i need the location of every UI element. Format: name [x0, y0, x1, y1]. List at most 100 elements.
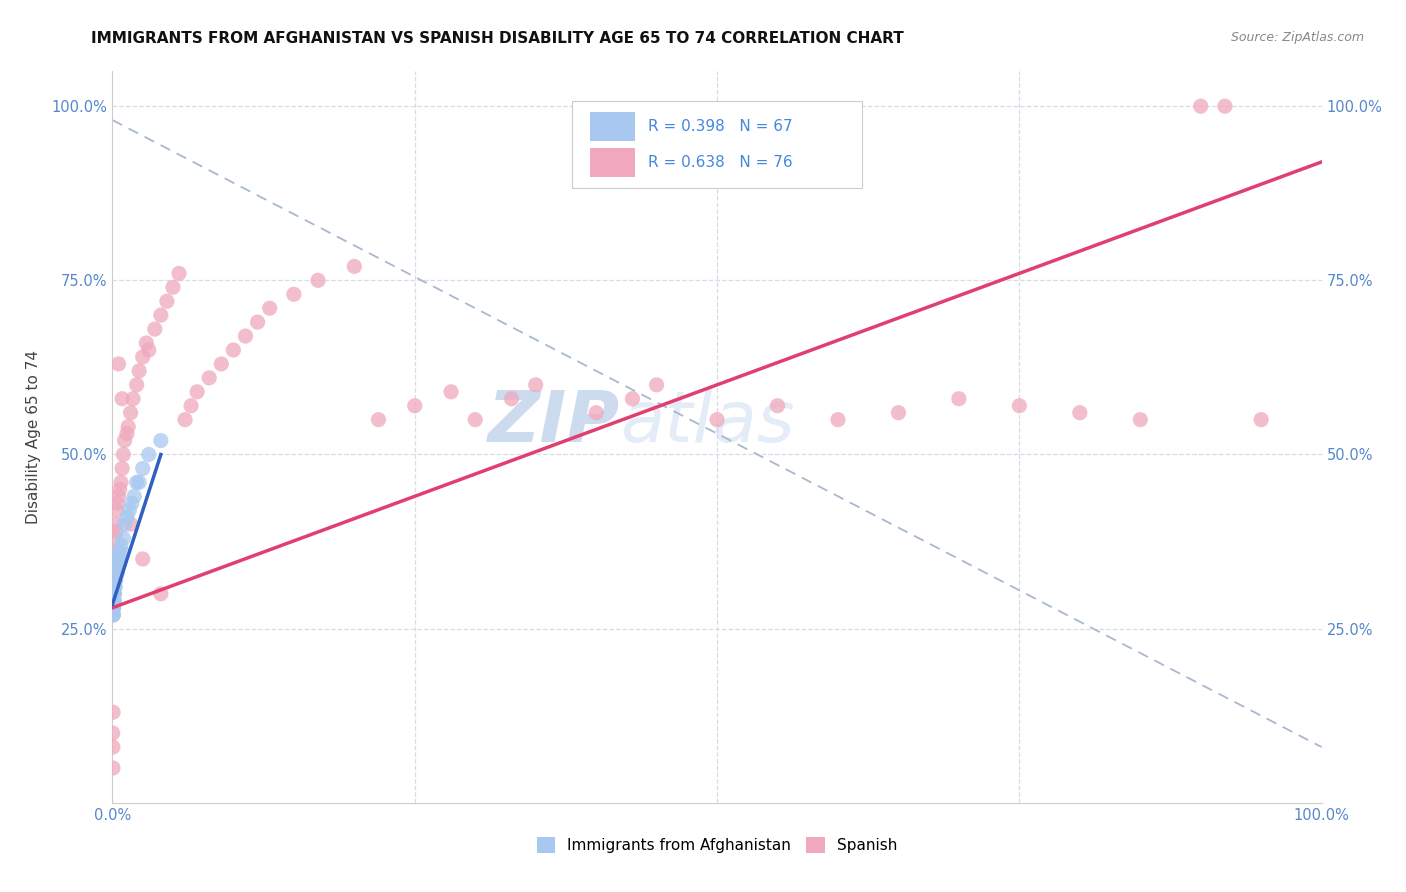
Legend: Immigrants from Afghanistan, Spanish: Immigrants from Afghanistan, Spanish	[529, 830, 905, 861]
Point	[149, 434, 172, 448]
Point	[246, 315, 269, 329]
Point	[132, 461, 155, 475]
Point	[122, 489, 145, 503]
Point	[107, 489, 129, 503]
Point	[120, 517, 142, 532]
Point	[103, 587, 125, 601]
Point	[101, 573, 124, 587]
Point	[103, 594, 125, 608]
Point	[180, 399, 202, 413]
Point	[101, 580, 124, 594]
Point	[524, 377, 547, 392]
Point	[143, 322, 166, 336]
Point	[105, 503, 128, 517]
Point	[115, 510, 138, 524]
Point	[101, 587, 124, 601]
Point	[103, 607, 125, 622]
Point	[103, 558, 125, 573]
Point	[103, 600, 125, 615]
Point	[103, 587, 125, 601]
Point	[108, 552, 131, 566]
Point	[706, 412, 728, 426]
Point	[101, 740, 124, 755]
FancyBboxPatch shape	[591, 112, 636, 141]
Point	[110, 538, 132, 552]
Point	[104, 566, 127, 580]
Point	[103, 580, 125, 594]
Point	[103, 607, 125, 622]
Point	[138, 343, 160, 357]
Point	[138, 448, 160, 462]
Point	[103, 580, 125, 594]
Point	[198, 371, 221, 385]
Point	[105, 566, 128, 580]
Point	[107, 357, 129, 371]
Point	[107, 545, 129, 559]
Point	[1069, 406, 1091, 420]
Point	[101, 726, 124, 740]
Point	[222, 343, 245, 357]
Point	[101, 600, 124, 615]
Point	[132, 350, 155, 364]
Point	[149, 308, 172, 322]
Point	[103, 600, 125, 615]
Point	[114, 517, 136, 532]
Point	[110, 475, 132, 490]
Point	[101, 594, 124, 608]
Point	[104, 580, 127, 594]
Point	[101, 594, 124, 608]
Point	[103, 600, 125, 615]
Point	[101, 761, 124, 775]
Point	[135, 336, 157, 351]
Point	[118, 503, 141, 517]
Point	[766, 399, 789, 413]
Point	[111, 392, 134, 406]
Text: Source: ZipAtlas.com: Source: ZipAtlas.com	[1230, 31, 1364, 45]
Text: atlas: atlas	[620, 388, 794, 457]
Point	[111, 461, 134, 475]
Point	[103, 580, 125, 594]
Point	[101, 580, 124, 594]
Point	[156, 294, 179, 309]
Point	[103, 587, 125, 601]
Point	[103, 573, 125, 587]
Point	[122, 392, 145, 406]
Point	[121, 496, 143, 510]
Point	[111, 545, 134, 559]
Point	[621, 392, 644, 406]
Point	[105, 566, 128, 580]
Point	[103, 587, 125, 601]
Point	[235, 329, 257, 343]
Y-axis label: Disability Age 65 to 74: Disability Age 65 to 74	[25, 350, 41, 524]
Point	[103, 573, 125, 587]
Point	[501, 392, 523, 406]
Point	[103, 573, 125, 587]
Point	[101, 705, 124, 719]
Point	[103, 587, 125, 601]
Point	[186, 384, 208, 399]
Point	[103, 566, 125, 580]
Point	[1250, 412, 1272, 426]
Point	[162, 280, 184, 294]
Point	[167, 266, 190, 280]
Text: R = 0.638   N = 76: R = 0.638 N = 76	[648, 155, 792, 170]
Point	[104, 566, 127, 580]
Point	[108, 483, 131, 497]
Point	[103, 573, 125, 587]
Point	[464, 412, 486, 426]
Point	[101, 607, 124, 622]
Point	[107, 552, 129, 566]
Point	[307, 273, 329, 287]
Point	[103, 573, 125, 587]
FancyBboxPatch shape	[591, 148, 636, 178]
Point	[283, 287, 305, 301]
Point	[404, 399, 426, 413]
Point	[104, 531, 127, 545]
Point	[104, 573, 127, 587]
Point	[112, 531, 135, 545]
FancyBboxPatch shape	[572, 101, 862, 188]
Point	[103, 580, 125, 594]
Point	[174, 412, 197, 426]
Text: IMMIGRANTS FROM AFGHANISTAN VS SPANISH DISABILITY AGE 65 TO 74 CORRELATION CHART: IMMIGRANTS FROM AFGHANISTAN VS SPANISH D…	[91, 31, 904, 46]
Text: R = 0.398   N = 67: R = 0.398 N = 67	[648, 119, 792, 134]
